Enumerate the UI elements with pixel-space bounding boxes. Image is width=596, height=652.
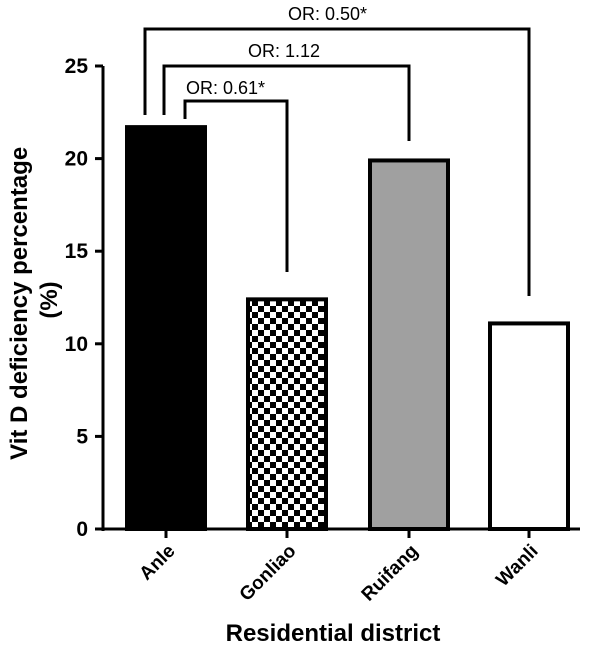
y-tick-label: 0 bbox=[76, 518, 88, 541]
bar-wanli bbox=[488, 321, 570, 532]
bar-gonliao bbox=[246, 297, 328, 531]
annotation-bracket bbox=[143, 27, 531, 296]
bar-ruifang bbox=[368, 158, 450, 531]
x-tick-label: Ruifang bbox=[358, 541, 423, 606]
annotation-bracket bbox=[183, 99, 289, 272]
x-ticks: Anle Gonliao Ruifang Wanli bbox=[136, 529, 543, 606]
annotations: OR: 0.61* OR: 1.12 OR: 0.50* bbox=[143, 4, 531, 296]
y-ticks: 0 5 10 15 20 25 bbox=[65, 55, 103, 541]
y-tick-label: 15 bbox=[65, 240, 89, 263]
y-tick-label: 25 bbox=[65, 55, 89, 78]
x-tick-label: Wanli bbox=[492, 541, 542, 591]
annotation-bracket bbox=[162, 64, 411, 141]
y-axis-title-line2: (%) bbox=[36, 281, 63, 318]
y-axis-title: Vit D deficiency percentage (%) bbox=[6, 140, 63, 460]
annotation-label: OR: 0.50* bbox=[288, 4, 367, 24]
x-axis: Anle Gonliao Ruifang Wanli bbox=[103, 527, 580, 606]
annotation-label: OR: 1.12 bbox=[248, 41, 320, 61]
y-axis-title-line1: Vit D deficiency percentage bbox=[6, 147, 33, 460]
y-tick-label: 10 bbox=[65, 333, 88, 356]
annotation-label: OR: 0.61* bbox=[186, 78, 265, 98]
y-axis: 0 5 10 15 20 25 bbox=[65, 55, 105, 541]
x-tick-label: Anle bbox=[136, 541, 180, 585]
y-tick-label: 20 bbox=[65, 148, 88, 171]
x-tick-label: Gonliao bbox=[236, 541, 301, 606]
bar-anle bbox=[125, 125, 207, 531]
bars bbox=[125, 125, 570, 532]
x-axis-title: Residential district bbox=[226, 620, 441, 647]
y-tick-label: 5 bbox=[76, 425, 88, 448]
